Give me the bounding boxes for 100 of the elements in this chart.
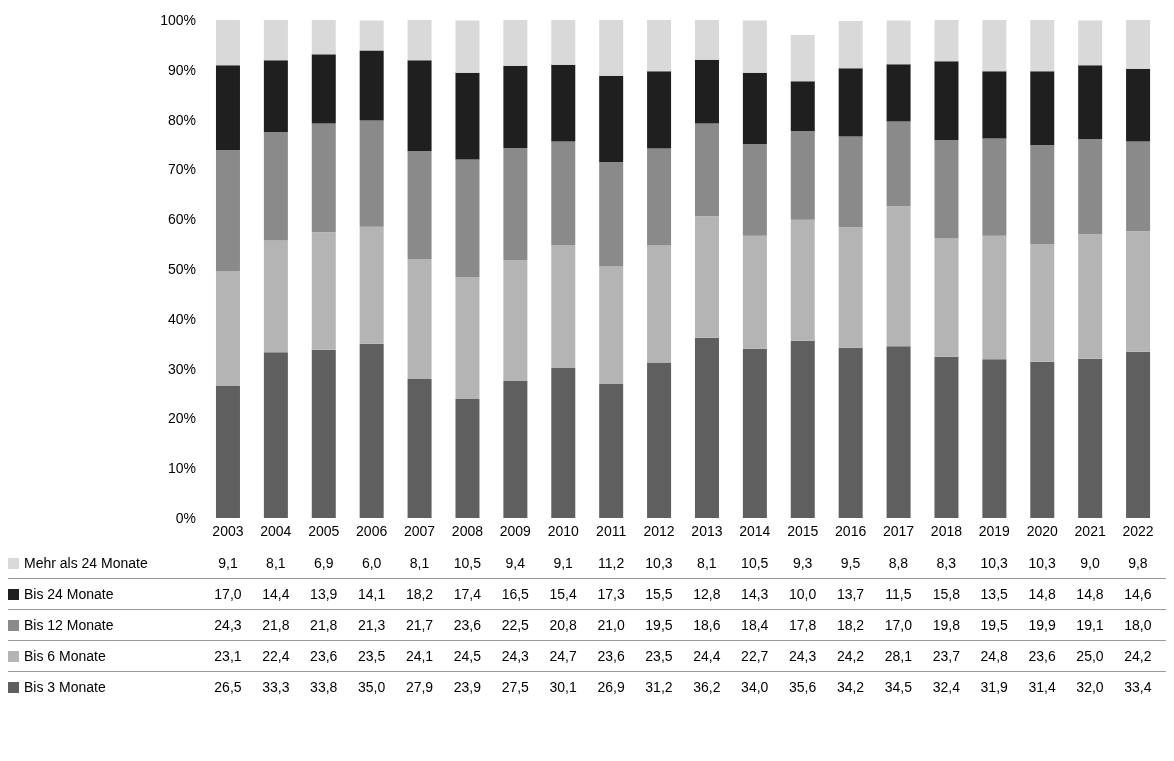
legend-label: Bis 24 Monate: [24, 586, 114, 602]
bar: [311, 54, 336, 124]
data-label: 14,6: [1123, 586, 1153, 602]
bar: [455, 72, 480, 160]
data-label: 9,1: [552, 555, 574, 571]
bar: [551, 20, 576, 65]
bar: [982, 71, 1007, 139]
data-label: 21,0: [596, 617, 626, 633]
bar: [1078, 65, 1103, 140]
y-tick-label: 10%: [167, 460, 196, 477]
data-label: 19,5: [644, 617, 674, 633]
bar: [886, 206, 911, 347]
bar: [838, 21, 863, 69]
bar: [1126, 20, 1151, 69]
data-label: 16,5: [500, 586, 530, 602]
data-label: 22,7: [740, 648, 770, 664]
data-label: 35,0: [357, 679, 387, 695]
x-tick-label: 2013: [691, 522, 723, 539]
bar: [311, 349, 336, 518]
bar: [1030, 20, 1055, 72]
bar: [215, 20, 240, 66]
x-tick-label: 2021: [1074, 522, 1106, 539]
y-tick-label: 40%: [167, 310, 196, 327]
bar: [982, 235, 1007, 360]
data-label: 15,8: [931, 586, 961, 602]
bar: [934, 20, 959, 62]
bar: [934, 61, 959, 141]
bar: [407, 20, 432, 61]
data-label: 17,0: [213, 586, 243, 602]
bar: [263, 20, 288, 61]
data-label: 9,1: [217, 555, 239, 571]
legend-label: Bis 12 Monate: [24, 617, 114, 633]
data-label: 10,3: [1027, 555, 1057, 571]
data-label: 10,0: [788, 586, 818, 602]
bar: [694, 20, 719, 60]
data-label: 8,8: [887, 555, 910, 571]
y-tick-label: 80%: [167, 111, 196, 128]
x-tick-label: 2006: [356, 522, 388, 539]
bar: [311, 123, 336, 233]
bar: [934, 140, 959, 239]
bar: [455, 276, 480, 399]
bar: [790, 131, 815, 220]
bar: [742, 20, 767, 73]
bar: [1078, 20, 1103, 66]
x-tick-label: 2009: [499, 522, 532, 539]
x-tick-label: 2022: [1122, 522, 1154, 539]
bar: [215, 386, 240, 518]
x-tick-label: 2016: [835, 522, 867, 539]
data-label: 34,2: [835, 679, 866, 695]
data-label: 36,2: [692, 679, 722, 695]
data-label: 10,3: [644, 555, 674, 571]
bar: [215, 149, 240, 271]
data-label: 14,4: [261, 586, 291, 602]
bar: [599, 384, 624, 518]
bar: [215, 65, 240, 150]
data-label: 10,5: [452, 555, 482, 571]
bar: [838, 68, 863, 137]
data-label: 23,5: [357, 648, 387, 664]
x-tick-label: 2019: [978, 522, 1011, 539]
data-label: 24,8: [979, 648, 1009, 664]
data-label: 23,9: [452, 679, 482, 695]
data-label: 31,2: [644, 679, 674, 695]
bar: [1030, 361, 1055, 518]
bar: [790, 340, 815, 518]
bar: [742, 72, 767, 144]
bar: [1078, 139, 1103, 235]
data-label: 19,5: [979, 617, 1009, 633]
data-label: 18,0: [1123, 617, 1153, 633]
data-label: 18,4: [740, 617, 770, 633]
bar: [790, 34, 815, 82]
bar: [982, 359, 1007, 518]
bar: [1126, 141, 1151, 232]
bar: [647, 362, 672, 518]
bar: [1126, 351, 1151, 518]
bar: [1030, 145, 1055, 245]
x-tick-label: 2012: [643, 522, 675, 539]
bar: [263, 60, 288, 133]
bar: [886, 20, 911, 65]
data-label: 17,4: [452, 586, 482, 602]
data-label: 11,5: [884, 586, 913, 602]
bar: [503, 260, 528, 382]
data-label: 24,5: [452, 648, 482, 664]
data-label: 20,8: [548, 617, 578, 633]
legend-label: Bis 3 Monate: [24, 679, 106, 695]
bar: [551, 64, 576, 142]
data-label: 21,3: [357, 617, 387, 633]
data-label: 15,4: [548, 586, 578, 602]
y-tick-label: 60%: [167, 211, 196, 228]
bar: [599, 75, 624, 162]
bar: [694, 216, 719, 338]
y-tick-label: 70%: [167, 161, 196, 178]
y-tick-label: 0%: [175, 509, 196, 526]
bar: [790, 81, 815, 132]
bar: [1030, 244, 1055, 362]
data-label: 27,9: [404, 679, 435, 695]
data-label: 24,3: [788, 648, 818, 664]
data-label: 23,7: [931, 648, 961, 664]
y-tick-label: 50%: [167, 260, 196, 277]
x-tick-label: 2010: [547, 522, 580, 539]
data-label: 14,8: [1027, 586, 1057, 602]
